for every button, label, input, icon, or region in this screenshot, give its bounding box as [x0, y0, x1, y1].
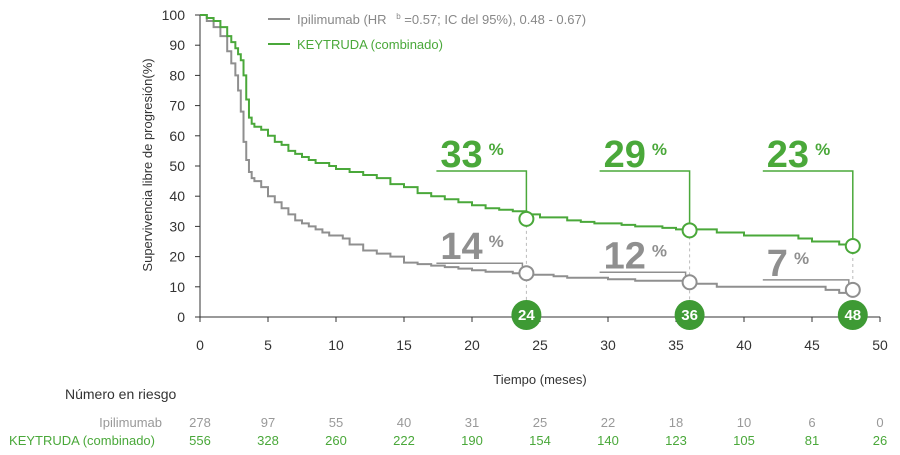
risk-value-keytruda: 140: [597, 433, 619, 448]
risk-value-keytruda: 328: [257, 433, 279, 448]
risk-row-ipilimumab: 278 97 55 40 31 25 22 18 10 6 0: [189, 415, 883, 430]
keytruda-marker: [844, 238, 861, 255]
ipilimumab-marker: [844, 281, 861, 298]
x-tick-label: 40: [736, 337, 752, 353]
keytruda-pct-label: 23%: [767, 134, 830, 176]
y-tick-label: 90: [169, 37, 185, 53]
y-tick-label: 70: [169, 98, 185, 114]
risk-value-keytruda: 123: [665, 433, 687, 448]
keytruda-marker: [681, 222, 698, 239]
y-tick-label: 50: [169, 158, 185, 174]
y-ticks: 0 10 20 30 40 50 60 70 80 90 100: [162, 7, 200, 325]
risk-table-title: Número en riesgo: [65, 386, 176, 402]
keytruda-marker: [518, 210, 535, 227]
risk-row-keytruda: 556 328 260 222 190 154 140 123 105 81 26: [189, 433, 887, 448]
risk-value-ipilimumab: 25: [533, 415, 547, 430]
risk-value-keytruda: 260: [325, 433, 347, 448]
y-axis-label: Supervivencia libre de progresión(%): [140, 58, 155, 271]
x-tick-label: 45: [804, 337, 820, 353]
risk-value-ipilimumab: 6: [808, 415, 815, 430]
risk-value-ipilimumab: 31: [465, 415, 479, 430]
risk-value-keytruda: 154: [529, 433, 551, 448]
legend-label-ipilimumab: Ipilimumab (HR b =0.57; IC del 95%), 0.4…: [297, 7, 586, 27]
y-tick-label: 30: [169, 218, 185, 234]
risk-value-ipilimumab: 97: [261, 415, 275, 430]
x-tick-label: 50: [872, 337, 888, 353]
x-tick-label: 10: [328, 337, 344, 353]
risk-value-ipilimumab: 40: [397, 415, 411, 430]
legend-ipi-text-2: =0.57; IC del 95%), 0.48 - 0.67): [404, 12, 586, 27]
x-tick-label: 15: [396, 337, 412, 353]
risk-value-ipilimumab: 22: [601, 415, 615, 430]
time-badge: [511, 300, 542, 330]
risk-value-ipilimumab: 278: [189, 415, 211, 430]
keytruda-pct-label: 33%: [440, 134, 503, 176]
y-tick-label: 40: [169, 188, 185, 204]
keytruda-leader: [599, 170, 691, 224]
x-tick-label: 25: [532, 337, 548, 353]
x-tick-label: 5: [264, 337, 272, 353]
y-tick-label: 20: [169, 249, 185, 265]
risk-value-ipilimumab: 10: [737, 415, 751, 430]
risk-value-keytruda: 190: [461, 433, 483, 448]
ipilimumab-pct-label: 12%: [604, 235, 667, 277]
risk-label-keytruda: KEYTRUDA (combinado): [9, 433, 155, 448]
keytruda-pct-label: 29%: [604, 134, 667, 176]
keytruda-leader: [762, 170, 854, 240]
y-tick-label: 10: [169, 279, 185, 295]
risk-label-ipilimumab: Ipilimumab: [99, 415, 162, 430]
y-tick-label: 100: [162, 7, 186, 23]
risk-value-ipilimumab: 55: [329, 415, 343, 430]
y-tick-label: 0: [177, 309, 185, 325]
risk-value-keytruda: 105: [733, 433, 755, 448]
time-badge-label: 24: [518, 307, 535, 324]
ipilimumab-marker: [518, 265, 535, 282]
x-axis-label: Tiempo (meses): [493, 372, 586, 387]
y-tick-label: 60: [169, 128, 185, 144]
x-tick-label: 20: [464, 337, 480, 353]
ipilimumab-marker: [681, 274, 698, 291]
x-ticks: 0 5 10 15 20 25 30 35 40 45 50: [196, 317, 888, 353]
legend: Ipilimumab (HR b =0.57; IC del 95%), 0.4…: [268, 7, 586, 52]
time-badge-label: 36: [681, 307, 698, 324]
series-line-keytruda: [200, 14, 861, 247]
x-tick-label: 35: [668, 337, 684, 353]
keytruda-leader: [436, 170, 528, 212]
y-tick-label: 80: [169, 67, 185, 83]
legend-label-keytruda: KEYTRUDA (combinado): [297, 37, 443, 52]
x-tick-label: 30: [600, 337, 616, 353]
time-badge: [837, 300, 868, 330]
risk-value-ipilimumab: 0: [876, 415, 883, 430]
ipilimumab-pct-label: 14%: [440, 226, 503, 268]
x-tick-label: 0: [196, 337, 204, 353]
risk-value-keytruda: 556: [189, 433, 211, 448]
ipilimumab-pct-label: 7%: [767, 243, 809, 285]
time-badges: 24 36 48: [511, 300, 868, 330]
risk-value-ipilimumab: 18: [669, 415, 683, 430]
time-badge: [674, 300, 705, 330]
time-badge-label: 48: [844, 307, 861, 324]
annotations: 33 % 14 % 29 % 12 % 23 % 7%: [436, 134, 861, 300]
series-line-ipilimumab: [200, 14, 860, 294]
risk-value-keytruda: 81: [805, 433, 819, 448]
legend-ipi-text-1: Ipilimumab (HR: [297, 12, 387, 27]
risk-value-keytruda: 26: [873, 433, 887, 448]
legend-ipi-sup: b: [396, 12, 401, 21]
risk-value-keytruda: 222: [393, 433, 415, 448]
